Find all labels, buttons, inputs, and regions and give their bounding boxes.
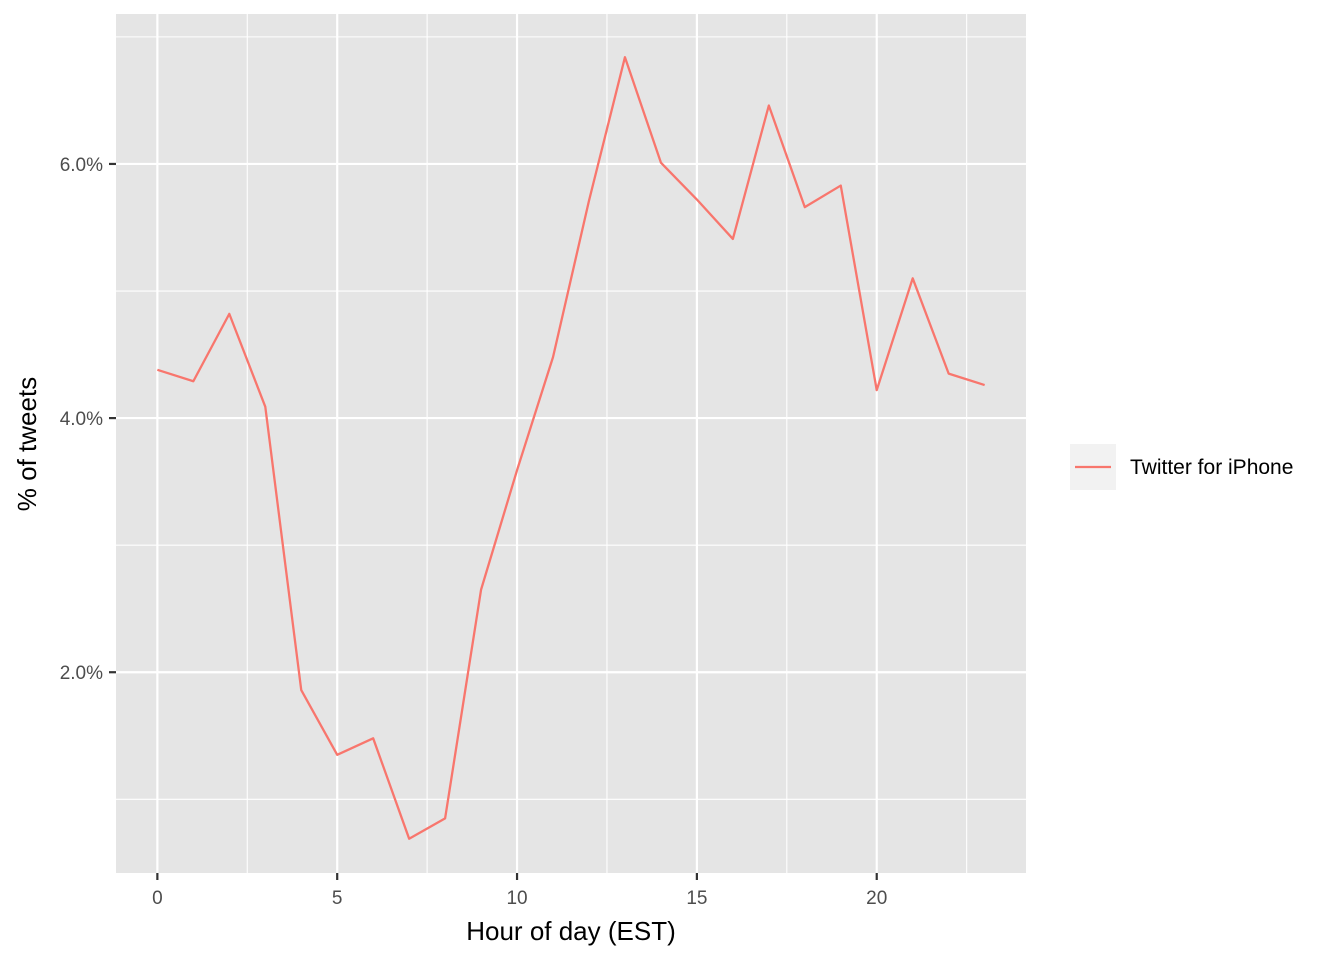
x-tick-label: 10: [506, 888, 527, 909]
x-axis-title: Hour of day (EST): [466, 916, 676, 946]
x-axis: 0 5 10 15 20: [152, 873, 887, 909]
series-line-0: [157, 56, 985, 840]
series-layer: [157, 56, 985, 840]
y-axis: 2.0% 4.0% 6.0%: [60, 155, 116, 684]
major-gridlines: [116, 14, 1026, 873]
legend: Twitter for iPhone: [1070, 444, 1293, 490]
y-tick-label: 6.0%: [60, 155, 103, 176]
y-tick-label: 2.0%: [60, 663, 103, 684]
x-tick-label: 0: [152, 888, 163, 909]
x-tick-label: 15: [686, 888, 707, 909]
y-axis-title: % of tweets: [12, 377, 42, 511]
legend-label: Twitter for iPhone: [1130, 456, 1293, 479]
y-tick-label: 4.0%: [60, 409, 103, 430]
x-tick-label: 5: [332, 888, 343, 909]
plot-panel: [116, 14, 1026, 873]
x-tick-label: 20: [866, 888, 887, 909]
